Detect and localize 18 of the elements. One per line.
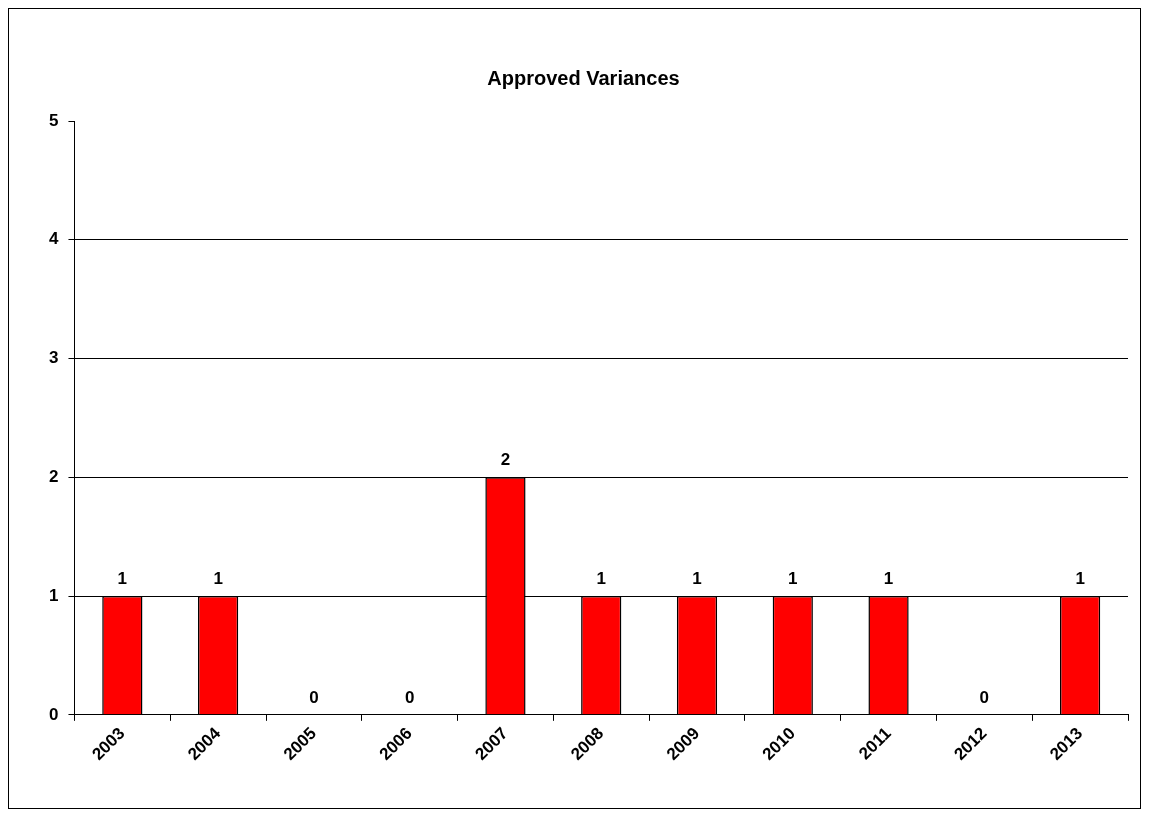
y-tick-label: 0 — [48, 704, 59, 724]
y-tick-label: 1 — [48, 585, 59, 605]
data-label: 1 — [596, 569, 606, 589]
data-label: 0 — [979, 688, 990, 708]
y-tick-label: 2 — [48, 466, 59, 486]
data-label: 0 — [404, 688, 415, 708]
data-label: 1 — [117, 569, 128, 589]
data-label: 1 — [692, 569, 702, 589]
data-label: 1 — [1075, 569, 1085, 589]
y-tick-label: 5 — [48, 110, 59, 130]
y-tick-label: 4 — [48, 229, 59, 249]
data-label: 0 — [309, 688, 319, 708]
chart-title: Approved Variances — [487, 66, 680, 89]
data-label: 1 — [883, 569, 894, 589]
data-label: 1 — [213, 569, 223, 589]
y-tick-label: 3 — [48, 348, 59, 368]
data-label: 1 — [788, 569, 798, 589]
data-label: 2 — [500, 450, 511, 470]
